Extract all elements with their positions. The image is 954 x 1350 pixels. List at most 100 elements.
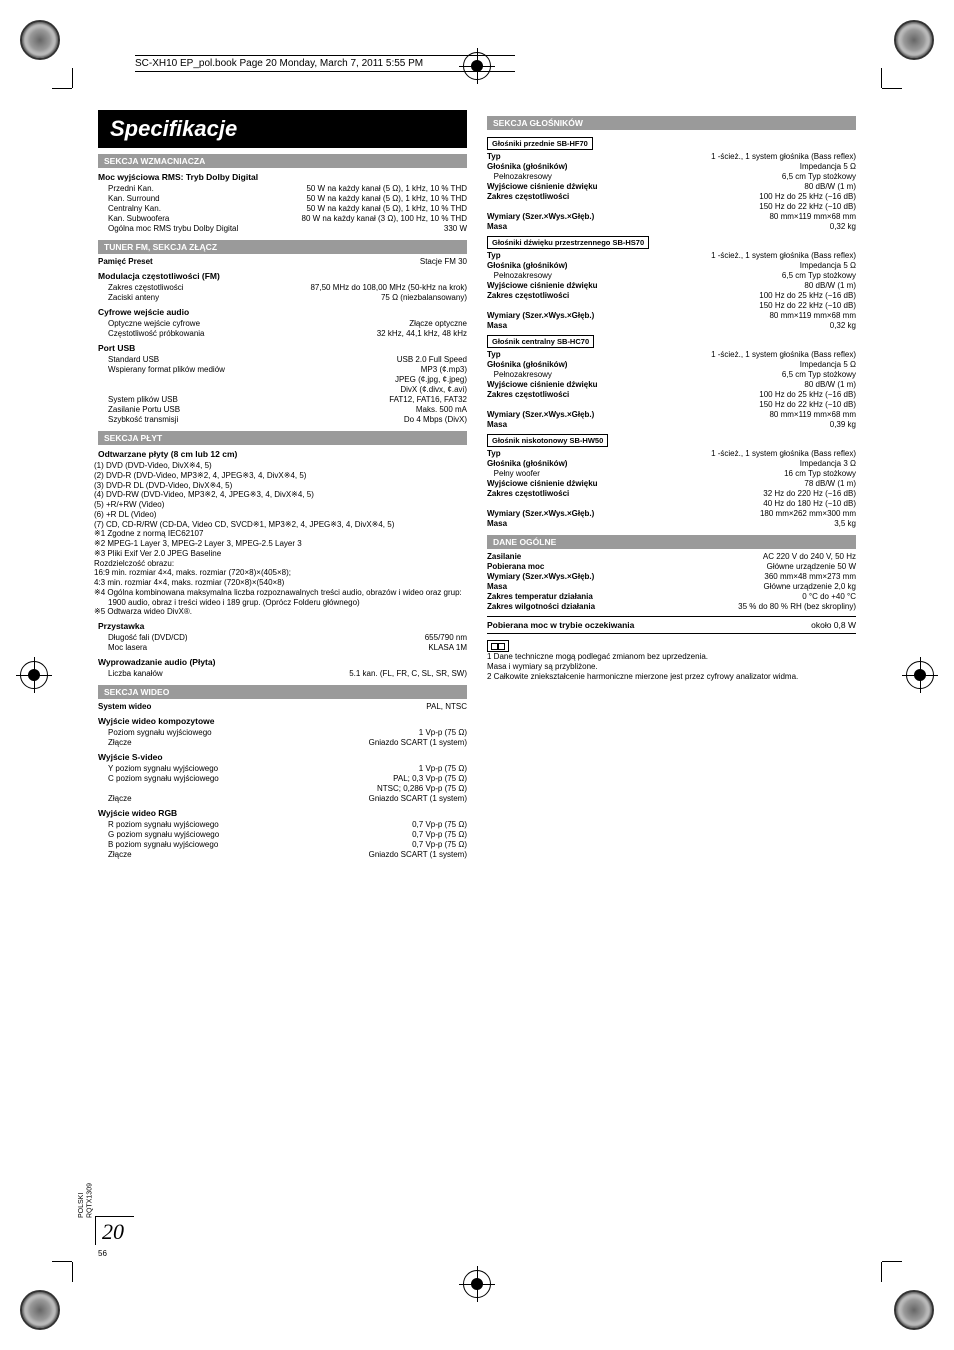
spk-value: 100 Hz do 25 kHz (−16 dB) [569,390,856,400]
disc-footnotes: ※1 Zgodne z normą IEC62107※2 MPEG-1 Laye… [98,529,467,617]
spk-value: 180 mm×262 mm×300 mm [594,509,856,519]
spk-label: Zakres częstotliwości [487,390,569,400]
spec-label: B poziom sygnału wyjściowego [108,840,218,850]
wavelength-label: Długość fali (DVD/CD) [108,633,188,643]
gen-label: Zakres temperatur działania [487,592,593,602]
page-number-small: 56 [98,1249,107,1258]
spk-label: Masa [487,222,507,232]
preset-label: Pamięć Preset [98,257,153,267]
rgb-out: Wyjście wideo RGB [98,808,467,818]
disc-item: (5) +R/+RW (Video) [108,500,467,510]
spec-value: Gniazdo SCART (1 system) [132,794,467,804]
spk-value: 100 Hz do 25 kHz (−16 dB) [569,192,856,202]
note-line: 2 Całkowite zniekształcenie harmoniczne … [487,672,856,682]
laser-value: KLASA 1M [147,643,467,653]
spec-label: Y poziom sygnału wyjściowego [108,764,218,774]
amp-total-label: Ogólna moc RMS trybu Dolby Digital [108,224,238,234]
spk-value: 150 Hz do 22 kHz (−10 dB) [487,400,856,410]
sampling-label: Częstotliwość próbkowania [108,329,205,339]
gen-value: 360 mm×48 mm×273 mm [594,572,856,582]
usb-power-label: Zasilanie Portu USB [108,405,180,415]
registration-mark-icon [20,661,48,689]
binder-ring-icon [20,1290,60,1330]
spec-label: Złącze [108,794,132,804]
spec-value: 80 W na każdy kanał (3 Ω), 100 Hz, 10 % … [169,214,467,224]
spk-value: 1 -ścież., 1 system głośnika (Bass refle… [501,251,856,261]
page: SC-XH10 EP_pol.book Page 20 Monday, Marc… [0,0,954,1350]
gen-value: 35 % do 80 % RH (bez skropliny) [595,602,856,612]
disc-footnote: 4:3 min. rozmiar 4×4, maks. rozmiar (720… [108,578,467,588]
spec-value: 1 Vp-p (75 Ω) [218,764,467,774]
usb-speed-label: Szybkość transmisji [108,415,178,425]
registration-mark-icon [463,1270,491,1298]
spec-label: Złącze [108,738,132,748]
antenna-label: Zaciski anteny [108,293,159,303]
disc-item: (3) DVD-R DL (DVD-Video, DivX※4, 5) [108,481,467,491]
section-amplifier: SEKCJA WZMACNIACZA [98,154,467,168]
spk-label: Głośnika (głośników) [487,360,567,370]
spk-value: 0,32 kg [507,321,856,331]
spk-value: 16 cm Typ stożkowy [540,469,856,479]
spk-label: Typ [487,350,501,360]
disc-footnote: Rozdzielczość obrazu: [108,559,467,569]
spk-label: Masa [487,321,507,331]
spk-value: 150 Hz do 22 kHz (−10 dB) [487,202,856,212]
disc-footnote: ※1 Zgodne z normą IEC62107 [108,529,467,539]
spk-value: 40 Hz do 180 Hz (−10 dB) [487,499,856,509]
spk-value: Impedancja 5 Ω [567,162,856,172]
spk-label: Typ [487,152,501,162]
fm-mod: Modulacja częstotliwości (FM) [98,271,467,281]
spec-value: 0,7 Vp-p (75 Ω) [219,830,467,840]
spec-value: Gniazdo SCART (1 system) [132,738,467,748]
section-general: DANE OGÓLNE [487,535,856,549]
spk-value: 1 -ścież., 1 system głośnika (Bass refle… [501,152,856,162]
speaker-box-label: Głośniki dźwięku przestrzennego SB-HS70 [487,236,649,249]
optical-value: Złącze optyczne [200,319,467,329]
spec-value: 50 W na każdy kanał (5 Ω), 1 kHz, 10 % T… [161,204,467,214]
side-label-lang: POLSKI [78,1193,85,1218]
disc-footnote: 16:9 min. rozmiar 4×4, maks. rozmiar (72… [108,568,467,578]
pickup: Przystawka [98,621,467,631]
disc-list: (1) DVD (DVD-Video, DivX※4, 5)(2) DVD-R … [98,461,467,529]
spk-label: Wymiary (Szer.×Wys.×Głęb.) [487,311,594,321]
spk-value: 80 mm×119 mm×68 mm [594,212,856,222]
running-header: SC-XH10 EP_pol.book Page 20 Monday, Marc… [135,55,515,72]
spk-value: 6,5 cm Typ stożkowy [552,271,856,281]
disc-item: (4) DVD-RW (DVD-Video, MP3※2, 4, JPEG※3,… [108,490,467,500]
disc-footnote: ※2 MPEG-1 Layer 3, MPEG-2 Layer 3, MPEG-… [108,539,467,549]
usb-std-value: USB 2.0 Full Speed [159,355,467,365]
disc-item: (7) CD, CD-R/RW (CD-DA, Video CD, SVCD※1… [108,520,467,530]
spk-label: Typ [487,251,501,261]
spec-value: 50 W na każdy kanał (5 Ω), 1 kHz, 10 % T… [154,184,467,194]
gen-label: Zasilanie [487,552,521,562]
digital-in: Cyfrowe wejście audio [98,307,467,317]
spec-value: 50 W na każdy kanał (5 Ω), 1 kHz, 10 % T… [160,194,467,204]
gen-label: Pobierana moc [487,562,544,572]
usb-fs-label: System plików USB [108,395,178,405]
disc-footnote: ※4 Ogólna kombinowana maksymalna liczba … [108,588,467,608]
usb-power-value: Maks. 500 mA [180,405,467,415]
optical-label: Optyczne wejście cyfrowe [108,319,200,329]
spk-label: Pełnozakresowy [487,271,552,281]
side-label-code: RQTX1309 [86,1183,93,1218]
svideo-out: Wyjście S-video [98,752,467,762]
spk-label: Zakres częstotliwości [487,291,569,301]
spk-value: 1 -ścież., 1 system głośnika (Bass refle… [501,350,856,360]
wavelength-value: 655/790 nm [188,633,467,643]
spec-value: NTSC; 0,286 Vp-p (75 Ω) [108,784,467,794]
spk-label: Wymiary (Szer.×Wys.×Głęb.) [487,212,594,222]
usb-port: Port USB [98,343,467,353]
spk-label: Zakres częstotliwości [487,192,569,202]
usb-media-value-2: JPEG (¢.jpg, ¢.jpeg) [108,375,467,385]
gen-value: Główne urządzenie 2,0 kg [507,582,856,592]
freq-range-label: Zakres częstotliwości [108,283,184,293]
spec-label: G poziom sygnału wyjściowego [108,830,219,840]
spk-value: 32 Hz do 220 Hz (−16 dB) [569,489,856,499]
spk-value: 78 dB/W (1 m) [598,479,856,489]
amp-mode: Moc wyjściowa RMS: Tryb Dolby Digital [98,172,467,182]
spec-label: Poziom sygnału wyjściowego [108,728,212,738]
note-line: 1 Dane techniczne mogą podlegać zmianom … [487,652,856,662]
sampling-value: 32 kHz, 44,1 kHz, 48 kHz [205,329,468,339]
standby-power-row: Pobierana moc w trybie oczekiwania około… [487,616,856,634]
video-system-value: PAL, NTSC [151,702,467,712]
